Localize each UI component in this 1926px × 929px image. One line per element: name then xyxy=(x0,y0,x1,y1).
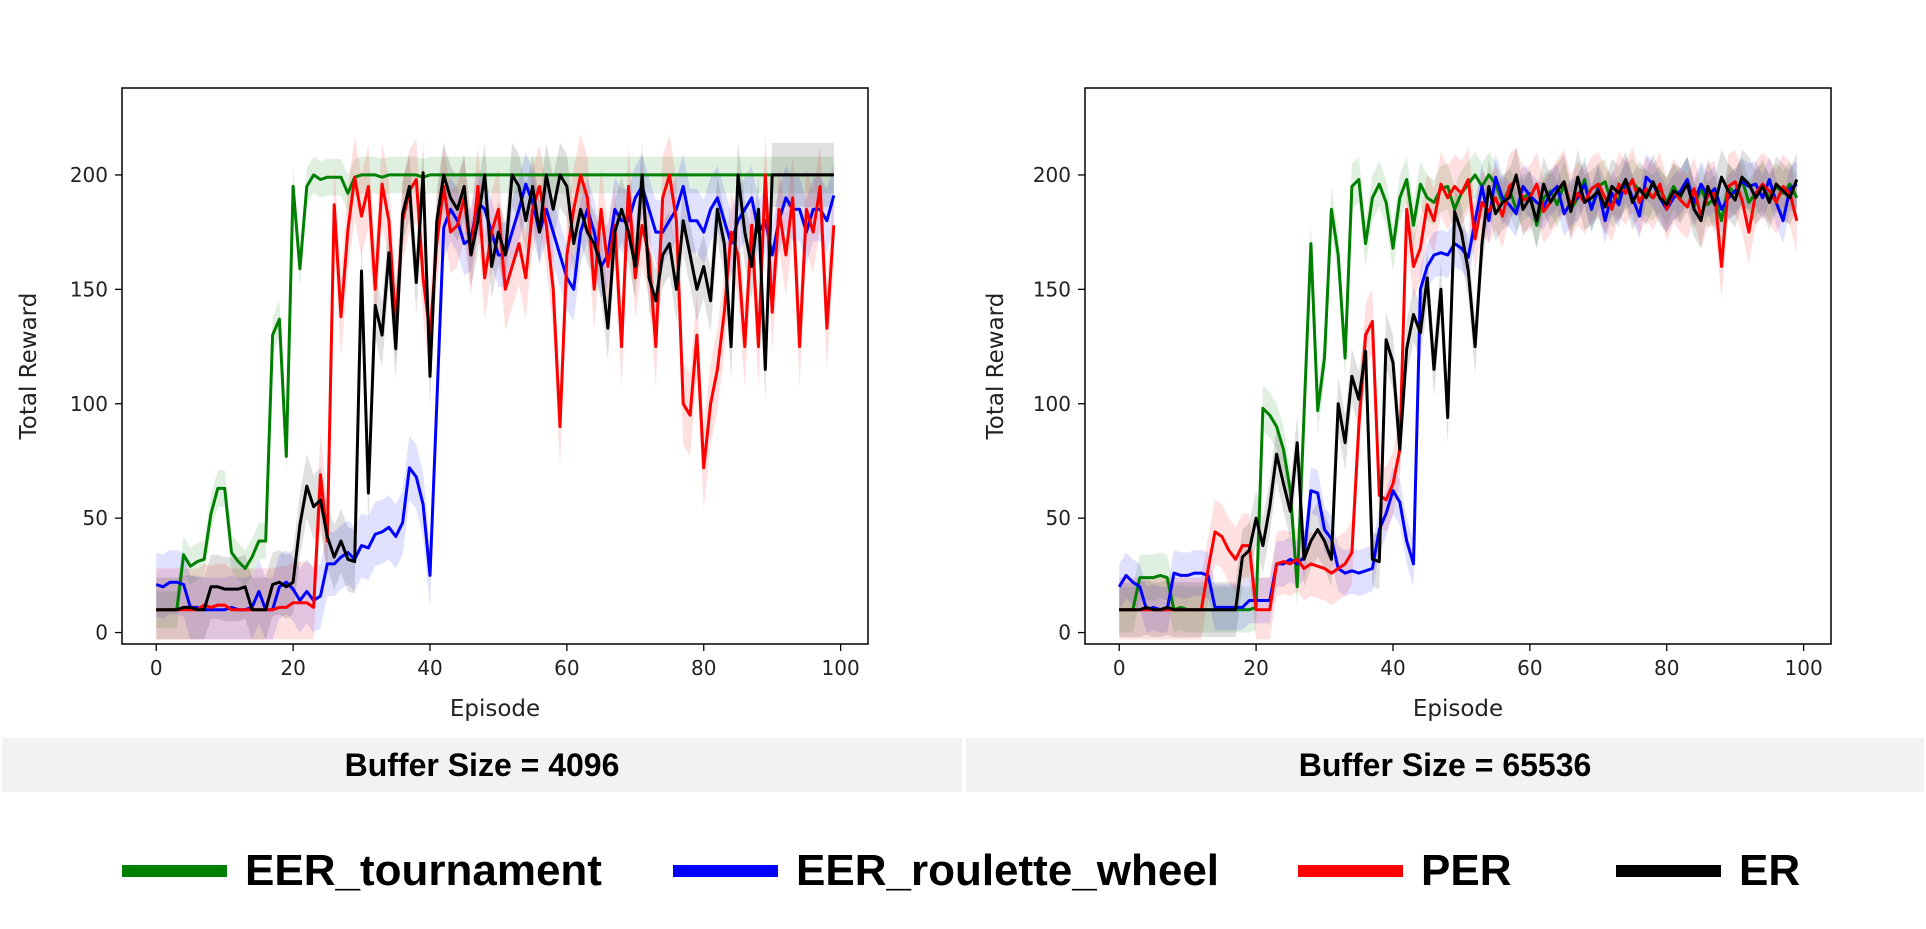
series-line-er xyxy=(1119,173,1799,612)
x-tick-label: 60 xyxy=(554,656,579,680)
y-tick-label: 200 xyxy=(1033,163,1071,187)
series-line-eer-roulette-wheel xyxy=(1117,175,1798,612)
x-tick-label: 20 xyxy=(280,656,305,680)
legend-item-per: PER xyxy=(1298,836,1511,906)
x-tick-label: 40 xyxy=(417,656,442,680)
x-tick-label: 60 xyxy=(1517,656,1542,680)
series-line-eer-tournament xyxy=(156,173,834,612)
x-axis-label: Episode xyxy=(450,696,540,722)
caption-buffer-4096: Buffer Size = 4096 xyxy=(2,738,962,792)
plot-frame xyxy=(1084,87,1832,645)
legend-item-er: ER xyxy=(1616,836,1800,906)
legend-swatch-eer-tournament xyxy=(122,865,227,877)
legend-label-eer-tournament: EER_tournament xyxy=(245,846,602,895)
x-axis-label: Episode xyxy=(1413,696,1503,722)
legend-label-per: PER xyxy=(1421,846,1512,895)
x-tick-label: 0 xyxy=(150,656,163,680)
y-tick-label: 50 xyxy=(83,506,108,530)
legend-label-er: ER xyxy=(1739,846,1801,895)
x-tick-label: 0 xyxy=(1113,656,1126,680)
plot-frame xyxy=(121,87,869,645)
caption-buffer-65536: Buffer Size = 65536 xyxy=(966,738,1924,792)
y-axis-label: Total Reward xyxy=(16,293,42,441)
y-tick-label: 50 xyxy=(1046,506,1071,530)
chart-panel-2: 0 20 40 60 80 100 0 50 100 150 200 Episode Total Rew… xyxy=(983,87,1832,722)
legend-item-eer-roulette-wheel: EER_roulette_wheel xyxy=(673,836,1219,906)
y-tick-label: 200 xyxy=(70,163,108,187)
x-tick-label: 80 xyxy=(691,656,716,680)
y-axis-label: Total Reward xyxy=(983,293,1009,441)
y-tick-label: 100 xyxy=(1033,392,1071,416)
legend-item-eer-tournament: EER_tournament xyxy=(122,836,602,906)
y-tick-label: 0 xyxy=(95,621,108,645)
legend-swatch-eer-roulette-wheel xyxy=(673,865,778,877)
legend-label-eer-roulette-wheel: EER_roulette_wheel xyxy=(796,846,1220,895)
chart-panel-1: 0 20 40 60 80 100 0 50 100 150 200 Episode Total Rew… xyxy=(16,87,869,722)
series-line-per xyxy=(1119,178,1799,612)
series-band-eer-tournament xyxy=(1119,152,1797,633)
y-tick-label: 150 xyxy=(70,277,108,301)
y-tick-label: 100 xyxy=(70,392,108,416)
x-tick-label: 100 xyxy=(1785,656,1823,680)
x-tick-label: 100 xyxy=(822,656,860,680)
series-band-eer-roulette-wheel xyxy=(1119,154,1797,633)
x-tick-label: 80 xyxy=(1654,656,1679,680)
series-band-er xyxy=(1119,147,1797,638)
legend-swatch-per xyxy=(1298,865,1403,877)
series-line-er xyxy=(156,171,834,612)
y-tick-label: 0 xyxy=(1058,621,1071,645)
x-tick-label: 40 xyxy=(1380,656,1405,680)
legend: EER_tournament EER_roulette_wheel PER ER xyxy=(0,836,1926,906)
x-tick-label: 20 xyxy=(1243,656,1268,680)
y-tick-label: 150 xyxy=(1033,277,1071,301)
legend-swatch-er xyxy=(1616,865,1721,877)
series-line-per xyxy=(156,173,836,612)
